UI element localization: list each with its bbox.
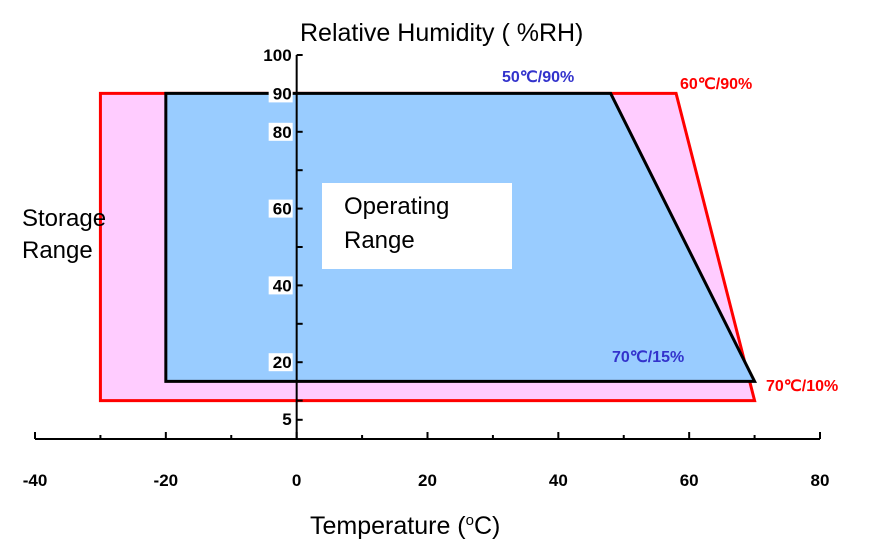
y-tick-label: 90	[273, 84, 292, 103]
annotation-70c-10: 70℃/10%	[766, 378, 838, 395]
y-tick-label-bg	[268, 199, 293, 218]
storage-range-label-line2: Range	[22, 237, 93, 264]
y-tick-label: 40	[273, 276, 292, 295]
y-axis-title: Relative Humidity ( %RH)	[300, 19, 583, 47]
x-axis-title-main: Temperature (	[310, 512, 466, 540]
y-tick-label-bg	[268, 276, 293, 295]
annotation-50c-90: 50℃/90%	[502, 69, 574, 86]
axes	[34, 54, 821, 440]
x-axis-title: Temperature (oC)	[310, 512, 500, 540]
operating-range-label-line2: Range	[344, 227, 415, 254]
annotation-70c-15: 70℃/15%	[612, 349, 684, 366]
operating-range-label-line1: Operating	[344, 193, 449, 220]
y-tick-label-bg	[268, 84, 293, 103]
y-tick-label-bg	[278, 410, 293, 429]
x-tick-label: 60	[680, 471, 699, 490]
operating-range-label-box	[322, 183, 512, 269]
x-tick-label: 0	[292, 471, 301, 490]
y-tick-label: 80	[273, 123, 292, 142]
x-axis-title-unit: C)	[474, 512, 500, 540]
x-tick-label: 20	[418, 471, 437, 490]
x-axis-title-degree: o	[466, 512, 474, 529]
tick-labels: -40 -20 0 20 40 60 80 5 20 40 60 80 90 100	[23, 46, 830, 490]
x-tick-label: -20	[154, 471, 179, 490]
x-tick-label: 40	[549, 471, 568, 490]
y-tick-label: 20	[273, 353, 292, 372]
y-tick-label: 60	[273, 200, 292, 219]
y-tick-label-bg	[268, 353, 293, 372]
x-tick-label: -40	[23, 471, 48, 490]
y-tick-label: 5	[282, 410, 291, 429]
y-tick-label: 100	[263, 46, 291, 65]
annotation-60c-90: 60℃/90%	[680, 76, 752, 93]
storage-range-label-line1: Storage	[22, 205, 106, 232]
y-tick-label-bg	[268, 122, 293, 141]
x-tick-label: 80	[811, 471, 830, 490]
